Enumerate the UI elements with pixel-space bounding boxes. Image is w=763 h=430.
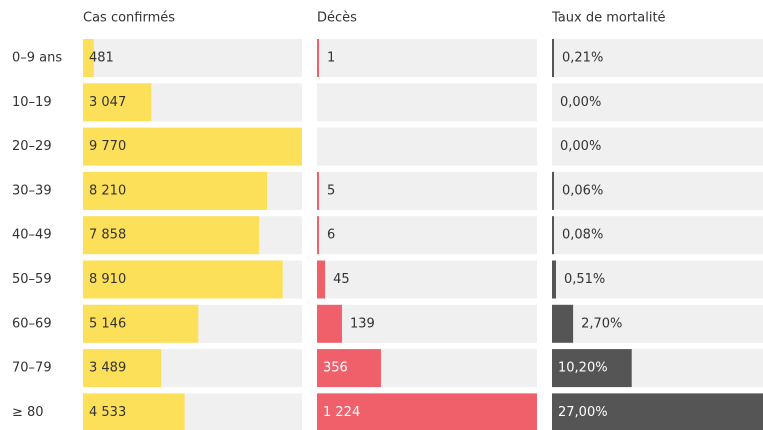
bar <box>83 127 302 166</box>
value-label: 1 <box>327 51 335 66</box>
value-label: 5 <box>327 183 335 198</box>
value-label: 0,06% <box>562 183 603 198</box>
value-label: 0,00% <box>560 139 601 154</box>
category-label: 40–49 <box>12 228 52 243</box>
value-label: 481 <box>89 51 114 66</box>
value-label: 8 910 <box>89 272 126 287</box>
bar <box>552 393 763 430</box>
bar <box>317 171 319 210</box>
row-background <box>317 260 537 299</box>
bar <box>83 260 283 299</box>
value-label: 0,08% <box>562 228 603 243</box>
category-label: 20–29 <box>12 139 52 154</box>
value-label: 10,20% <box>558 361 608 376</box>
bar <box>317 304 342 343</box>
value-label: 6 <box>327 228 335 243</box>
value-label: 0,21% <box>562 51 603 66</box>
bar <box>83 83 152 122</box>
category-label: 0–9 ans <box>12 51 62 66</box>
row-background <box>317 83 537 122</box>
bar <box>317 349 381 388</box>
value-label: 356 <box>323 361 348 376</box>
row-background <box>552 216 763 255</box>
column-header: Décès <box>317 11 357 26</box>
category-label: 50–59 <box>12 272 52 287</box>
row-background <box>317 216 537 255</box>
row-background <box>83 39 302 77</box>
bar <box>552 39 554 77</box>
row-background <box>552 39 763 77</box>
row-background <box>552 260 763 299</box>
bar <box>552 304 574 343</box>
value-label: 4 533 <box>89 405 126 420</box>
value-label: 0,51% <box>564 272 605 287</box>
bar <box>83 216 260 255</box>
category-label: 30–39 <box>12 183 52 198</box>
bar <box>83 39 94 77</box>
row-background <box>552 304 763 343</box>
column-header: Cas confirmés <box>83 11 175 26</box>
row-background <box>552 83 763 122</box>
category-label: 60–69 <box>12 316 52 331</box>
value-label: 5 146 <box>89 316 126 331</box>
value-label: 9 770 <box>89 139 126 154</box>
value-label: 1 224 <box>323 405 360 420</box>
bar <box>552 349 632 388</box>
value-label: 139 <box>350 316 375 331</box>
value-label: 0,00% <box>560 95 601 110</box>
row-background <box>317 39 537 77</box>
value-label: 45 <box>333 272 350 287</box>
value-label: 8 210 <box>89 183 126 198</box>
bar <box>317 216 319 255</box>
bar <box>552 216 554 255</box>
bar <box>83 393 185 430</box>
row-background <box>552 127 763 166</box>
value-label: 3 047 <box>89 95 126 110</box>
value-label: 2,70% <box>581 316 622 331</box>
row-background <box>552 171 763 210</box>
bar <box>83 171 268 210</box>
row-background <box>317 171 537 210</box>
bar <box>552 171 554 210</box>
value-label: 3 489 <box>89 361 126 376</box>
column-header: Taux de mortalité <box>551 11 666 26</box>
bar <box>83 349 162 388</box>
bar <box>83 304 199 343</box>
bar <box>317 393 537 430</box>
bar <box>317 39 319 77</box>
value-label: 7 858 <box>89 228 126 243</box>
category-label: 10–19 <box>12 95 52 110</box>
bar <box>317 260 326 299</box>
row-background <box>317 304 537 343</box>
bar <box>552 260 556 299</box>
row-background <box>317 127 537 166</box>
value-label: 27,00% <box>558 405 608 420</box>
category-label: ≥ 80 <box>12 405 44 420</box>
category-label: 70–79 <box>12 361 52 376</box>
